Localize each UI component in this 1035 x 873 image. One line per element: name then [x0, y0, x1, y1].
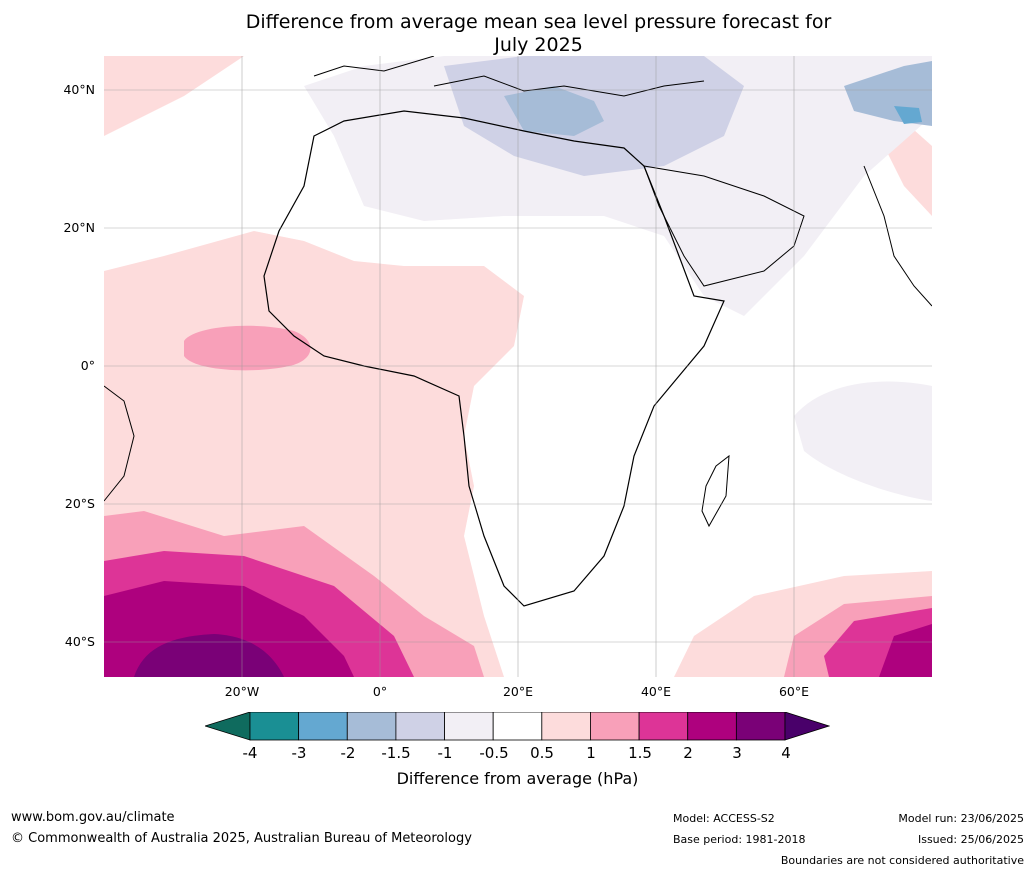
footer-model-run: Model run: 23/06/2025 [898, 812, 1024, 825]
map-panel [104, 56, 932, 677]
anomaly-region-dark-purple-southwest [134, 634, 284, 677]
colorbar-tick: 1.5 [628, 744, 652, 762]
colorbar-tick: 1 [586, 744, 596, 762]
footer-disclaimer: Boundaries are not considered authoritat… [780, 854, 1024, 867]
map-canvas [104, 56, 932, 677]
footer-website-link[interactable]: www.bom.gov.au/climate [11, 810, 175, 825]
lat-label-40n: 40°N [63, 82, 95, 97]
lon-label-20w: 20°W [224, 684, 260, 699]
colorbar [205, 712, 830, 741]
anomaly-region-negative-asia-core [894, 106, 922, 124]
colorbar-title: Difference from average (hPa) [396, 769, 639, 788]
colorbar-tick: -1.5 [381, 744, 411, 762]
anomaly-region-light-pink-north [104, 56, 244, 136]
colorbar-tick: -0.5 [479, 744, 509, 762]
lat-label-20s: 20°S [64, 496, 95, 511]
colorbar-tick: -2 [340, 744, 356, 762]
europe-coastline [313, 56, 705, 97]
colorbar-tick: 2 [683, 744, 693, 762]
colorbar-segment [395, 712, 445, 741]
colorbar-segment [249, 712, 300, 741]
anomaly-region-pink-equatorial [184, 325, 311, 371]
lon-label-20e: 20°E [502, 684, 534, 699]
map-title-line2: July 2025 [494, 34, 583, 56]
madagascar-coastline [701, 454, 730, 528]
colorbar-tick: 3 [732, 744, 742, 762]
colorbar-segment [590, 712, 640, 741]
lat-label-20n: 20°N [63, 220, 95, 235]
colorbar-tick: 0.5 [530, 744, 554, 762]
colorbar-segment [638, 712, 689, 741]
colorbar-segment [492, 712, 543, 741]
anomaly-region-negative-indian-ocean [794, 381, 932, 501]
colorbar-tick: -1 [437, 744, 453, 762]
colorbar-tick: 4 [781, 744, 791, 762]
footer-base-period: Base period: 1981-2018 [673, 833, 806, 846]
africa-coastline [263, 110, 725, 607]
colorbar-segment [687, 712, 737, 741]
lon-label-40e: 40°E [640, 684, 672, 699]
anomaly-region-negative-north-strong [504, 86, 604, 136]
lon-label-60e: 60°E [778, 684, 810, 699]
colorbar-segment [541, 712, 591, 741]
colorbar-segment [444, 712, 494, 741]
map-title-line1: Difference from average mean sea level p… [245, 11, 832, 33]
colorbar-segments [249, 712, 786, 741]
lat-label-equator: 0° [80, 358, 95, 373]
footer-issued: Issued: 25/06/2025 [917, 833, 1024, 846]
lon-label-0: 0° [372, 684, 388, 699]
colorbar-over-arrow [784, 712, 830, 741]
colorbar-segment [298, 712, 348, 741]
south-america-coastline [104, 385, 135, 502]
footer-model: Model: ACCESS-S2 [673, 812, 775, 825]
anomaly-region-purple-southeast [879, 624, 932, 677]
colorbar-segment [346, 712, 397, 741]
colorbar-tick: -3 [291, 744, 307, 762]
lat-label-40s: 40°S [64, 634, 95, 649]
colorbar-under-arrow [205, 712, 251, 741]
colorbar-segment [735, 712, 786, 741]
colorbar-tick: -4 [242, 744, 258, 762]
anomaly-region-negative-north-light [304, 56, 932, 316]
footer-copyright: © Commonwealth of Australia 2025, Austra… [11, 831, 472, 846]
arabian-peninsula-coastline [643, 165, 805, 287]
graticule [104, 56, 932, 677]
india-coastline [863, 165, 932, 307]
